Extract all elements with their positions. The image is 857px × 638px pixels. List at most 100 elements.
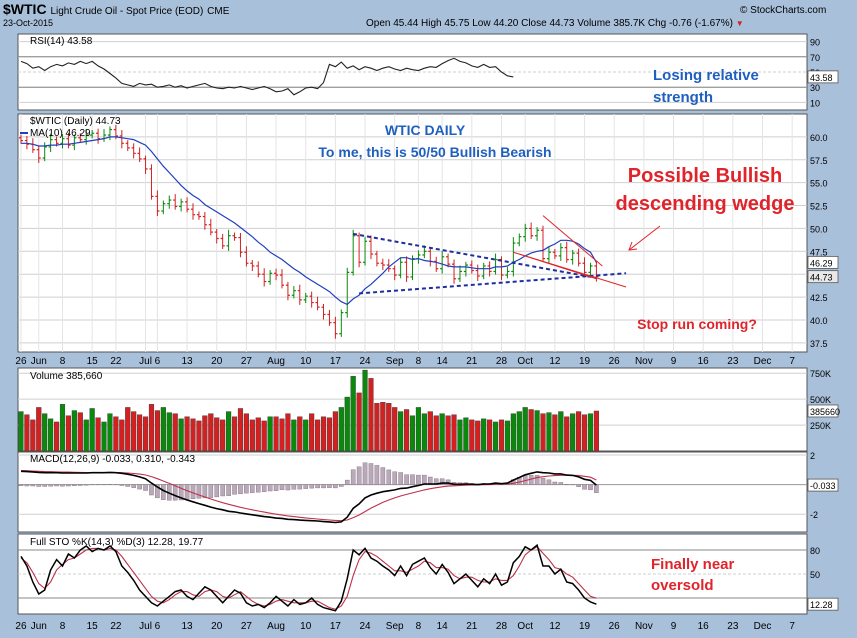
rsi-tick-label: 70 bbox=[810, 53, 820, 63]
sto-x-tick-label: 15 bbox=[87, 621, 99, 632]
volume-bar bbox=[320, 416, 327, 452]
sto-x-tick-label: Nov bbox=[635, 621, 653, 632]
rsi-annotation-1: Losing relative bbox=[653, 67, 759, 84]
price-x-tick-label: 20 bbox=[211, 356, 223, 367]
volume-bar bbox=[368, 378, 374, 452]
sto-x-tick-label: 27 bbox=[241, 621, 253, 632]
price-panel bbox=[17, 113, 808, 353]
sto-x-tick-label: Jul bbox=[139, 621, 152, 632]
volume-bar bbox=[433, 415, 439, 452]
volume-bar bbox=[71, 410, 77, 452]
sto-k-line bbox=[20, 543, 597, 612]
volume-bar bbox=[463, 417, 469, 452]
sto-x-tick-label: 7 bbox=[789, 621, 795, 632]
sto-x-tick-label: 17 bbox=[330, 621, 342, 632]
price-tick-label: 42.5 bbox=[810, 293, 828, 303]
volume-tick-label: 500K bbox=[810, 395, 831, 405]
macd-histogram-bar bbox=[416, 474, 421, 485]
volume-bar bbox=[498, 419, 505, 452]
price-x-tick-label: 27 bbox=[241, 356, 253, 367]
volume-bar bbox=[326, 417, 333, 452]
sto-label: Full STO %K(14,3) %D(3) 12.28, 19.77 bbox=[30, 537, 204, 548]
down-arrow-icon: ▼ bbox=[735, 19, 744, 28]
volume-bar bbox=[190, 418, 196, 452]
volume-bar bbox=[89, 408, 95, 452]
price-tick-label: 57.5 bbox=[810, 156, 828, 166]
annotation-subtitle: To me, this is 50/50 Bullish Bearish bbox=[318, 144, 551, 160]
volume-bar bbox=[148, 404, 155, 452]
macd-histogram-bar bbox=[238, 484, 243, 495]
volume-last-value-box bbox=[807, 404, 839, 418]
ma-label: MA(10) 46.29 bbox=[30, 128, 91, 139]
price-tick-label: 40.0 bbox=[810, 316, 828, 326]
volume-bar bbox=[166, 412, 172, 452]
sto-x-tick-label: 23 bbox=[727, 621, 739, 632]
price-x-tick-label: Oct bbox=[517, 356, 533, 367]
macd-histogram-bar bbox=[196, 484, 202, 499]
rsi-tick-label: 10 bbox=[810, 98, 820, 108]
macd-tick-label: 2 bbox=[810, 451, 815, 461]
macd-histogram-bar bbox=[24, 484, 30, 487]
macd-histogram-bar bbox=[344, 479, 350, 485]
wedge-mid-line bbox=[513, 251, 597, 280]
ohlc-text: Open 45.44 High 45.75 Low 44.20 Close 44… bbox=[366, 18, 733, 29]
macd-histogram-bar bbox=[137, 484, 142, 490]
volume-bar bbox=[119, 419, 125, 452]
price-x-tick-label: 28 bbox=[496, 356, 508, 367]
ma-last-value: 46.29 bbox=[810, 258, 833, 268]
macd-histogram-bar bbox=[392, 471, 397, 485]
price-x-tick-label: 23 bbox=[727, 356, 739, 367]
macd-histogram-bar bbox=[232, 484, 237, 495]
volume-bar bbox=[36, 407, 42, 452]
volume-bar bbox=[546, 412, 552, 452]
macd-histogram-bar bbox=[552, 481, 558, 485]
volume-bar bbox=[374, 403, 380, 452]
macd-histogram-bar bbox=[422, 474, 427, 485]
rsi-last-value: 43.58 bbox=[810, 73, 833, 83]
volume-bar bbox=[338, 407, 344, 452]
sto-tick-label: 50 bbox=[810, 570, 820, 580]
macd-histogram-bar bbox=[380, 467, 386, 485]
volume-bar bbox=[534, 410, 540, 452]
volume-bar bbox=[439, 413, 445, 452]
symbol-title: $WTIC Light Crude Oil - Spot Price (EOD)… bbox=[3, 1, 229, 17]
macd-histogram-bar bbox=[161, 484, 166, 500]
volume-bar bbox=[273, 416, 279, 452]
volume-bar bbox=[297, 416, 303, 452]
volume-bar bbox=[226, 411, 232, 452]
volume-bar bbox=[261, 420, 267, 452]
macd-histogram-bar bbox=[439, 478, 445, 485]
volume-bar bbox=[380, 402, 386, 452]
price-x-tick-label: 24 bbox=[359, 356, 371, 367]
volume-tick-label: 250K bbox=[810, 421, 831, 431]
sto-x-tick-label: 24 bbox=[359, 621, 371, 632]
macd-histogram-bar bbox=[244, 484, 249, 494]
volume-bar bbox=[350, 376, 356, 452]
rsi-annotation-2: strength bbox=[653, 89, 713, 106]
volume-bar bbox=[510, 413, 516, 452]
macd-histogram-bar bbox=[291, 484, 297, 490]
macd-histogram-bar bbox=[327, 484, 332, 488]
ma-last-value-box bbox=[807, 255, 839, 269]
volume-bar bbox=[101, 421, 107, 452]
macd-last-value-box bbox=[807, 478, 839, 492]
annotation-stop-run: Stop run coming? bbox=[637, 316, 757, 332]
macd-histogram-bar bbox=[576, 484, 581, 487]
price-last-value: 44.73 bbox=[810, 273, 833, 283]
sto-x-tick-label: 8 bbox=[416, 621, 422, 632]
lower-trendline bbox=[359, 272, 627, 295]
sto-x-tick-label: Jun bbox=[31, 621, 47, 632]
volume-bar bbox=[48, 418, 54, 452]
symbol: $WTIC bbox=[3, 1, 47, 17]
volume-bar bbox=[528, 409, 534, 452]
ma-line bbox=[21, 136, 597, 306]
macd-histogram-bar bbox=[214, 484, 220, 498]
volume-bar bbox=[386, 403, 392, 452]
sto-x-tick-label: 14 bbox=[437, 621, 449, 632]
sto-x-tick-label: 10 bbox=[300, 621, 312, 632]
price-x-tick-label: Aug bbox=[267, 356, 285, 367]
volume-bar bbox=[581, 414, 588, 452]
sto-annotation-2: oversold bbox=[651, 577, 714, 594]
macd-histogram-bar bbox=[250, 484, 255, 493]
